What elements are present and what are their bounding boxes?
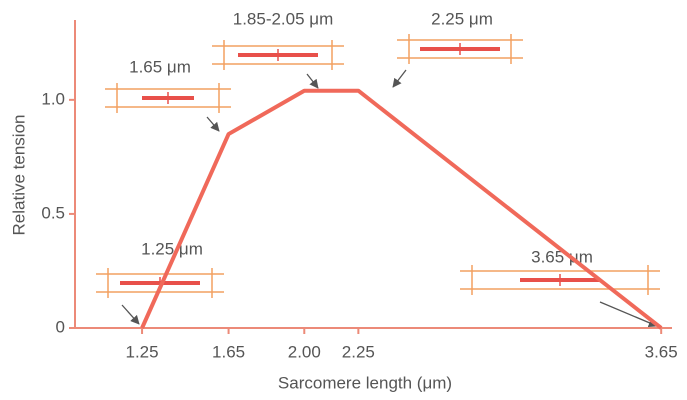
y-tick-label: 0.5 — [41, 203, 65, 222]
x-tick-label: 2.00 — [288, 342, 321, 361]
annotation: 1.65 μm — [129, 57, 191, 76]
x-tick-label: 1.65 — [212, 342, 245, 361]
annotation-arrow — [207, 117, 219, 131]
sarcomere-icon — [212, 40, 344, 70]
chart: Relative tension Sarcomere length (μm) 0… — [0, 0, 687, 400]
sarcomere-icon — [460, 265, 660, 295]
annotation-arrow — [600, 302, 657, 326]
annotation: 1.85-2.05 μm — [233, 9, 334, 28]
annotation: 1.25 μm — [141, 239, 203, 258]
sarcomere-icon — [397, 34, 523, 64]
x-tick-label: 1.25 — [126, 342, 159, 361]
annotation-arrow — [393, 70, 406, 87]
y-tick-label: 0 — [56, 317, 65, 336]
sarcomere-icon — [105, 83, 231, 113]
y-tick-label: 1.0 — [41, 89, 65, 108]
annotation: 2.25 μm — [431, 9, 493, 28]
annotation-arrow — [307, 74, 318, 88]
x-tick-label: 3.65 — [645, 342, 678, 361]
x-tick-label: 2.25 — [342, 342, 375, 361]
x-axis-label: Sarcomere length (μm) — [278, 373, 452, 392]
annotation-arrow — [122, 305, 139, 324]
y-axis-label: Relative tension — [9, 115, 28, 236]
